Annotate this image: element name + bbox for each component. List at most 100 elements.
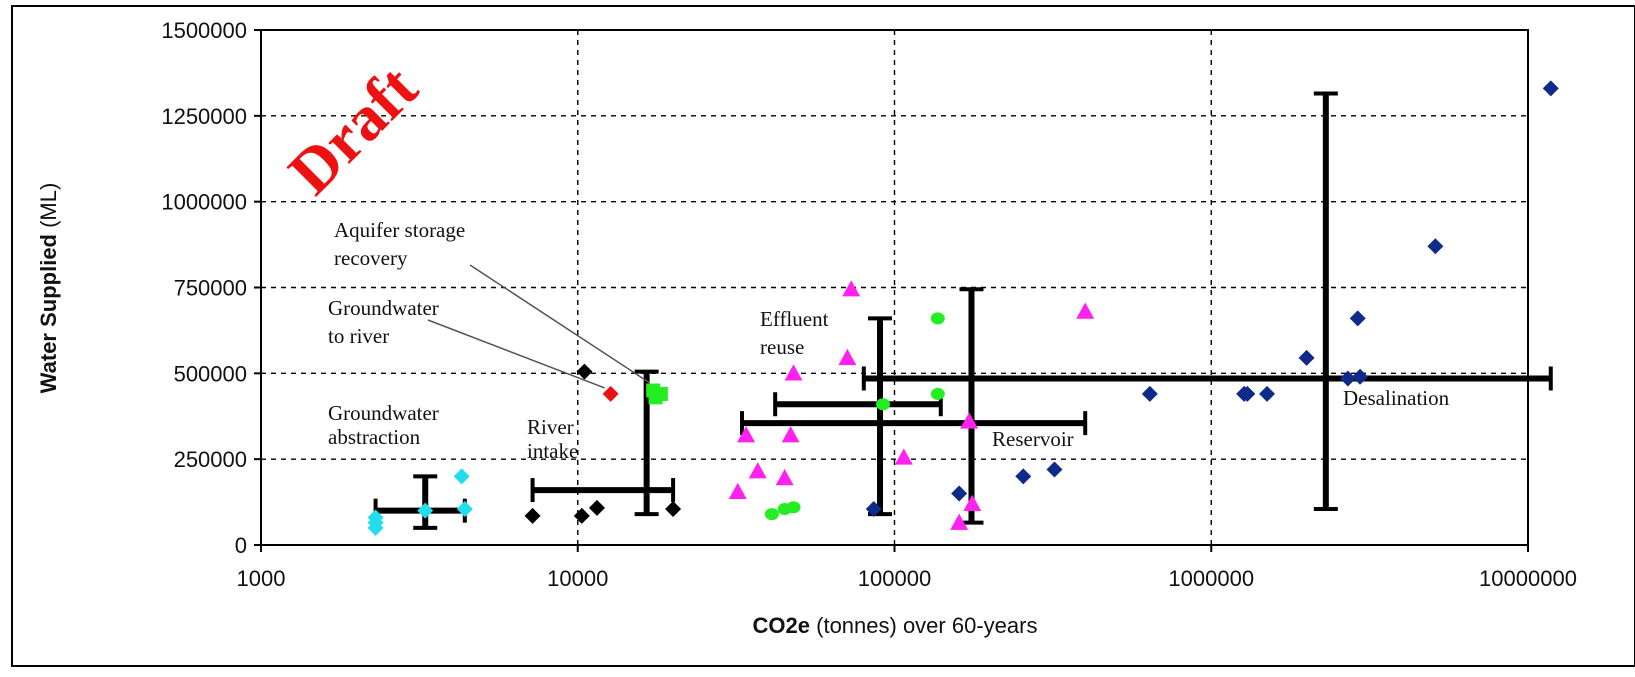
y-axis: 0 250000 500000 750000 1000000 1250000 1500000 <box>161 18 261 558</box>
data-point <box>748 462 767 479</box>
annotation-line: Reservoir <box>992 427 1074 451</box>
x-tick-label: 10000000 <box>1479 566 1577 591</box>
x-tick-label: 1000 <box>237 566 286 591</box>
data-point <box>1542 80 1559 97</box>
data-point <box>1076 302 1095 319</box>
error-bar-desalination <box>861 91 1553 511</box>
error-bar-groundwater-abstraction <box>373 474 467 530</box>
data-point <box>456 500 473 517</box>
series-reservoir <box>728 280 1095 530</box>
y-tick-label: 750000 <box>174 276 247 301</box>
data-point <box>665 500 682 517</box>
data-point <box>784 364 803 381</box>
data-point <box>1141 385 1158 402</box>
annotations: Groundwater abstraction River intakeGroundw… <box>328 218 1450 463</box>
y-tick-label: 1500000 <box>161 18 247 43</box>
data-point <box>1259 385 1276 402</box>
data-point <box>838 348 857 366</box>
error-bar-effluent-reuse <box>773 316 943 517</box>
annotation-effluent-reuse: Effluent reuse <box>760 307 829 359</box>
y-axis-title: Water Supplied (ML) <box>36 183 61 394</box>
data-point <box>573 507 590 524</box>
leader-groundwater-to-river <box>427 319 605 389</box>
data-point <box>930 387 945 400</box>
series-aquifer-storage-recovery <box>646 383 668 405</box>
data-point <box>728 482 747 499</box>
annotation-leader-lines <box>427 264 650 389</box>
data-point <box>930 312 945 325</box>
data-point <box>951 485 968 502</box>
data-point <box>602 385 619 402</box>
data-point <box>865 500 882 517</box>
data-point <box>417 502 434 519</box>
y-tick-label: 0 <box>235 533 247 558</box>
data-point <box>950 513 969 530</box>
y-tick-label: 1250000 <box>161 104 247 129</box>
annotation-line: intake <box>527 439 578 463</box>
y-tick-label: 250000 <box>174 447 247 472</box>
data-point <box>1015 468 1032 485</box>
series-groundwater-abstraction <box>367 468 473 536</box>
annotation-line: Effluent <box>760 307 829 331</box>
data-points <box>367 80 1559 536</box>
data-point <box>453 468 470 485</box>
annotation-line: Aquifer storage <box>334 218 465 242</box>
data-point <box>781 426 800 443</box>
data-point <box>1239 385 1256 402</box>
data-point <box>588 499 605 516</box>
annotation-reservoir: Reservoir <box>992 427 1074 451</box>
annotation-line: Desalination <box>1343 386 1450 410</box>
annotation-groundwater-abstraction: Groundwater abstraction <box>328 401 439 449</box>
series-desalination <box>865 80 1559 517</box>
data-point <box>737 426 756 443</box>
y-axis-title-bold: Water Supplied <box>36 234 61 393</box>
annotation-line: reuse <box>760 335 804 359</box>
error-bar-reservoir <box>739 287 1088 525</box>
chart-frame <box>11 5 1635 667</box>
y-tick-label: 500000 <box>174 361 247 386</box>
gridlines <box>261 30 1528 545</box>
annotation-line: Groundwater <box>328 401 439 425</box>
x-axis-title: CO2e (tonnes) over 60-years <box>753 613 1038 638</box>
annotation-line: to river <box>328 324 389 348</box>
data-point <box>576 363 593 380</box>
data-point <box>876 398 891 411</box>
x-axis-title-bold: CO2e <box>753 613 810 638</box>
y-axis-title-rest: (ML) <box>36 183 61 234</box>
series-effluent-reuse <box>764 312 945 521</box>
data-point <box>1298 349 1315 366</box>
data-point <box>1046 461 1063 478</box>
x-axis: 1000 10000 100000 1000000 10000000 <box>237 545 1577 591</box>
data-point <box>842 280 861 297</box>
annotation-groundwater-to-river: Groundwater to river <box>328 296 439 348</box>
data-point <box>960 412 979 429</box>
x-tick-label: 10000 <box>547 566 608 591</box>
error-bars <box>373 91 1553 530</box>
series-groundwater-to-river <box>602 385 619 402</box>
data-point <box>764 508 779 521</box>
annotation-desalination: Desalination <box>1343 386 1450 410</box>
x-tick-label: 1000000 <box>1168 566 1254 591</box>
data-point <box>786 501 801 514</box>
annotation-line: abstraction <box>328 425 421 449</box>
x-tick-label: 100000 <box>858 566 931 591</box>
data-point <box>775 469 794 486</box>
data-point <box>367 509 384 526</box>
data-point <box>1352 368 1369 385</box>
data-point <box>524 507 541 524</box>
annotation-line: Groundwater <box>328 296 439 320</box>
annotation-aquifer-storage-recovery: Aquifer storage recovery <box>334 218 465 270</box>
annotation-river-intake: River intake <box>527 415 578 463</box>
series-river-intake <box>524 363 682 524</box>
data-point <box>963 494 982 511</box>
data-point <box>1427 238 1444 255</box>
data-point <box>894 448 913 465</box>
leader-aquifer-storage-recovery <box>469 264 650 384</box>
data-point <box>1349 310 1366 327</box>
data-point <box>648 390 663 405</box>
annotation-line: River <box>527 415 574 439</box>
annotation-line: recovery <box>334 246 408 270</box>
